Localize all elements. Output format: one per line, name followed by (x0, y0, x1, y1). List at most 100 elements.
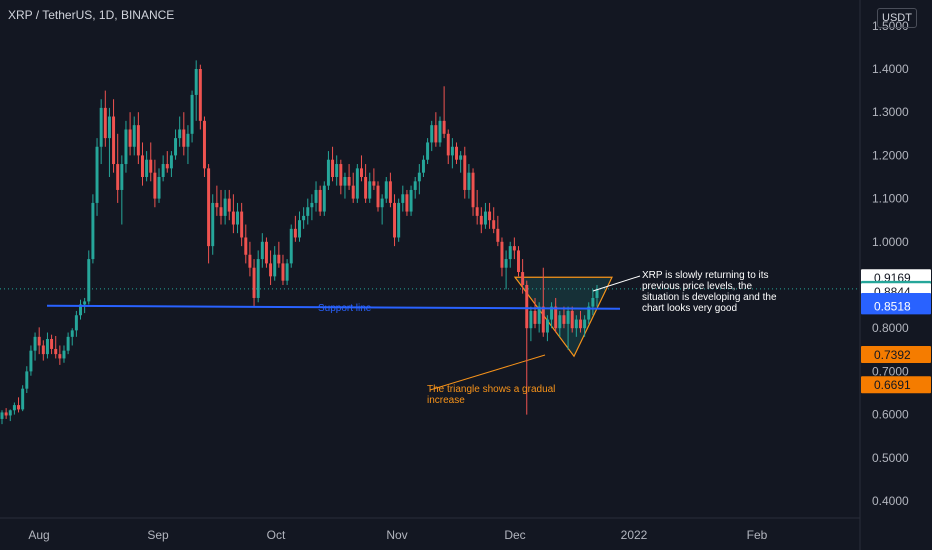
candle (446, 129, 450, 165)
candle (219, 189, 223, 225)
candle (525, 280, 529, 415)
candle (70, 328, 74, 346)
candle (244, 224, 248, 264)
candle (533, 297, 537, 329)
candle (273, 246, 277, 281)
candle (376, 181, 380, 212)
candle (434, 112, 438, 147)
candle (314, 181, 318, 212)
candle (450, 138, 454, 169)
y-tick-label: 0.5000 (872, 451, 909, 465)
candle (149, 142, 153, 182)
candle (430, 120, 434, 152)
candle (198, 64, 202, 130)
candle (384, 177, 388, 203)
candle (231, 194, 235, 234)
candle (521, 259, 525, 294)
candle (508, 241, 512, 268)
candle (21, 385, 25, 412)
candle (463, 146, 467, 199)
candle (264, 237, 268, 268)
currency-button[interactable]: USDT (877, 8, 917, 28)
support-line[interactable] (46, 304, 621, 310)
candle (161, 155, 165, 182)
candle (223, 189, 227, 225)
candle (140, 142, 144, 186)
candle (467, 164, 471, 199)
candle (124, 120, 128, 173)
candle (566, 306, 570, 350)
candle (570, 306, 574, 333)
candle (240, 202, 244, 247)
candle (8, 409, 12, 422)
candle (41, 340, 45, 361)
candle (87, 250, 91, 305)
candle (95, 138, 99, 216)
y-tick-label: 1.2000 (872, 148, 909, 162)
candle (500, 237, 504, 277)
candle (306, 198, 310, 225)
candle (116, 133, 120, 203)
candle (380, 194, 384, 225)
candle (359, 155, 363, 182)
candle (483, 202, 487, 229)
candle (25, 366, 29, 393)
candle (45, 332, 49, 359)
candle (578, 310, 582, 333)
candle (54, 335, 58, 359)
y-tick-label: 0.6000 (872, 408, 909, 422)
price-axis-label: 0.7392 (861, 345, 931, 363)
candle (426, 138, 430, 165)
candle (182, 112, 186, 156)
candle (388, 172, 392, 208)
candle (248, 241, 252, 277)
candle (269, 250, 273, 285)
candle (417, 164, 421, 195)
candle (496, 215, 500, 247)
candle (33, 332, 37, 361)
candle (368, 172, 372, 203)
x-tick-label: Dec (504, 528, 525, 542)
candle (120, 155, 124, 225)
candle (0, 410, 4, 425)
candle (343, 172, 347, 199)
candle (58, 345, 62, 365)
svg-text:0.7392: 0.7392 (874, 348, 911, 362)
candle (554, 297, 558, 333)
candle (66, 332, 70, 355)
candle (99, 99, 103, 165)
comment-pointer (592, 275, 641, 292)
candle (335, 155, 339, 186)
y-tick-label: 0.8000 (872, 321, 909, 335)
candle (178, 116, 182, 147)
candle (364, 164, 368, 203)
candle (401, 185, 405, 212)
candle (289, 224, 293, 268)
candle (256, 250, 260, 303)
candle (236, 202, 240, 234)
y-tick-label: 0.4000 (872, 494, 909, 508)
x-tick-label: Feb (747, 528, 768, 542)
y-tick-label: 1.5000 (872, 19, 909, 33)
svg-text:0.8518: 0.8518 (874, 299, 911, 313)
candle (79, 299, 82, 320)
candle (145, 151, 149, 182)
candle (351, 172, 355, 203)
triangle-annotation-pointer (429, 354, 546, 391)
candle (512, 237, 516, 260)
x-tick-label: Oct (267, 528, 286, 542)
candle (438, 116, 442, 147)
candle (153, 159, 157, 208)
candle (492, 207, 496, 234)
candle (215, 185, 219, 216)
candle (475, 189, 479, 225)
candle (372, 168, 376, 190)
y-tick-label: 1.0000 (872, 235, 909, 249)
candle (583, 315, 587, 337)
candle (260, 233, 264, 268)
candle (587, 302, 591, 324)
x-tick-label: 2022 (621, 528, 648, 542)
candle (517, 246, 520, 277)
candle (405, 189, 409, 216)
